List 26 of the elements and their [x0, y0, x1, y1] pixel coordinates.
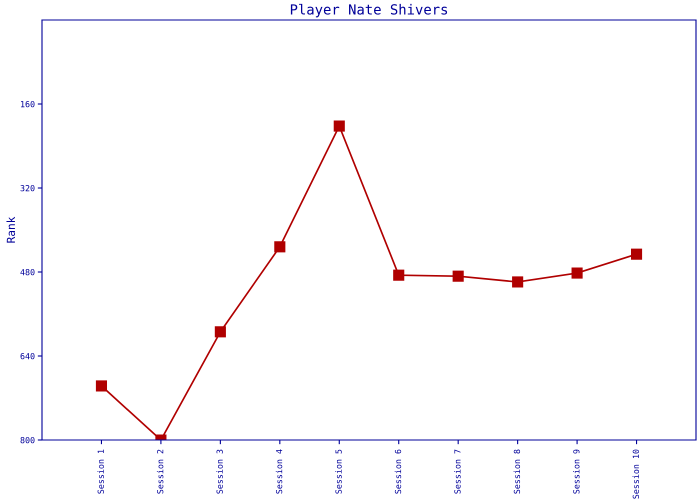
y-tick-label: 640 [20, 353, 35, 360]
chart-title: Player Nate Shivers [290, 4, 448, 18]
y-tick-label: 160 [21, 101, 35, 108]
x-tick-label: Session 3 [216, 450, 223, 494]
x-tick-label: Session 8 [514, 450, 520, 494]
point [452, 270, 464, 282]
x-tick-label: Session 7 [454, 450, 461, 494]
x-tick-label: Session 6 [394, 450, 402, 494]
point [274, 241, 286, 252]
x-tick-label: Session 9 [573, 450, 580, 494]
point [96, 380, 108, 392]
y-axis-title: Rank [6, 216, 16, 243]
x-tick-label: Session 5 [335, 450, 342, 494]
x-tick-label: Session 10 [632, 450, 639, 499]
x-tick-label: Session 4 [276, 449, 282, 494]
y-tick-label: 800 [20, 437, 35, 444]
point [630, 248, 642, 260]
point [334, 120, 345, 132]
y-tick-label: 480 [20, 269, 35, 276]
x-tick-label: Session 2 [156, 450, 164, 494]
point [214, 326, 226, 338]
point [572, 267, 583, 279]
point [393, 270, 404, 281]
y-tick-label: 320 [20, 185, 35, 192]
point [512, 276, 524, 288]
x-tick-label: Session 1 [97, 450, 104, 494]
